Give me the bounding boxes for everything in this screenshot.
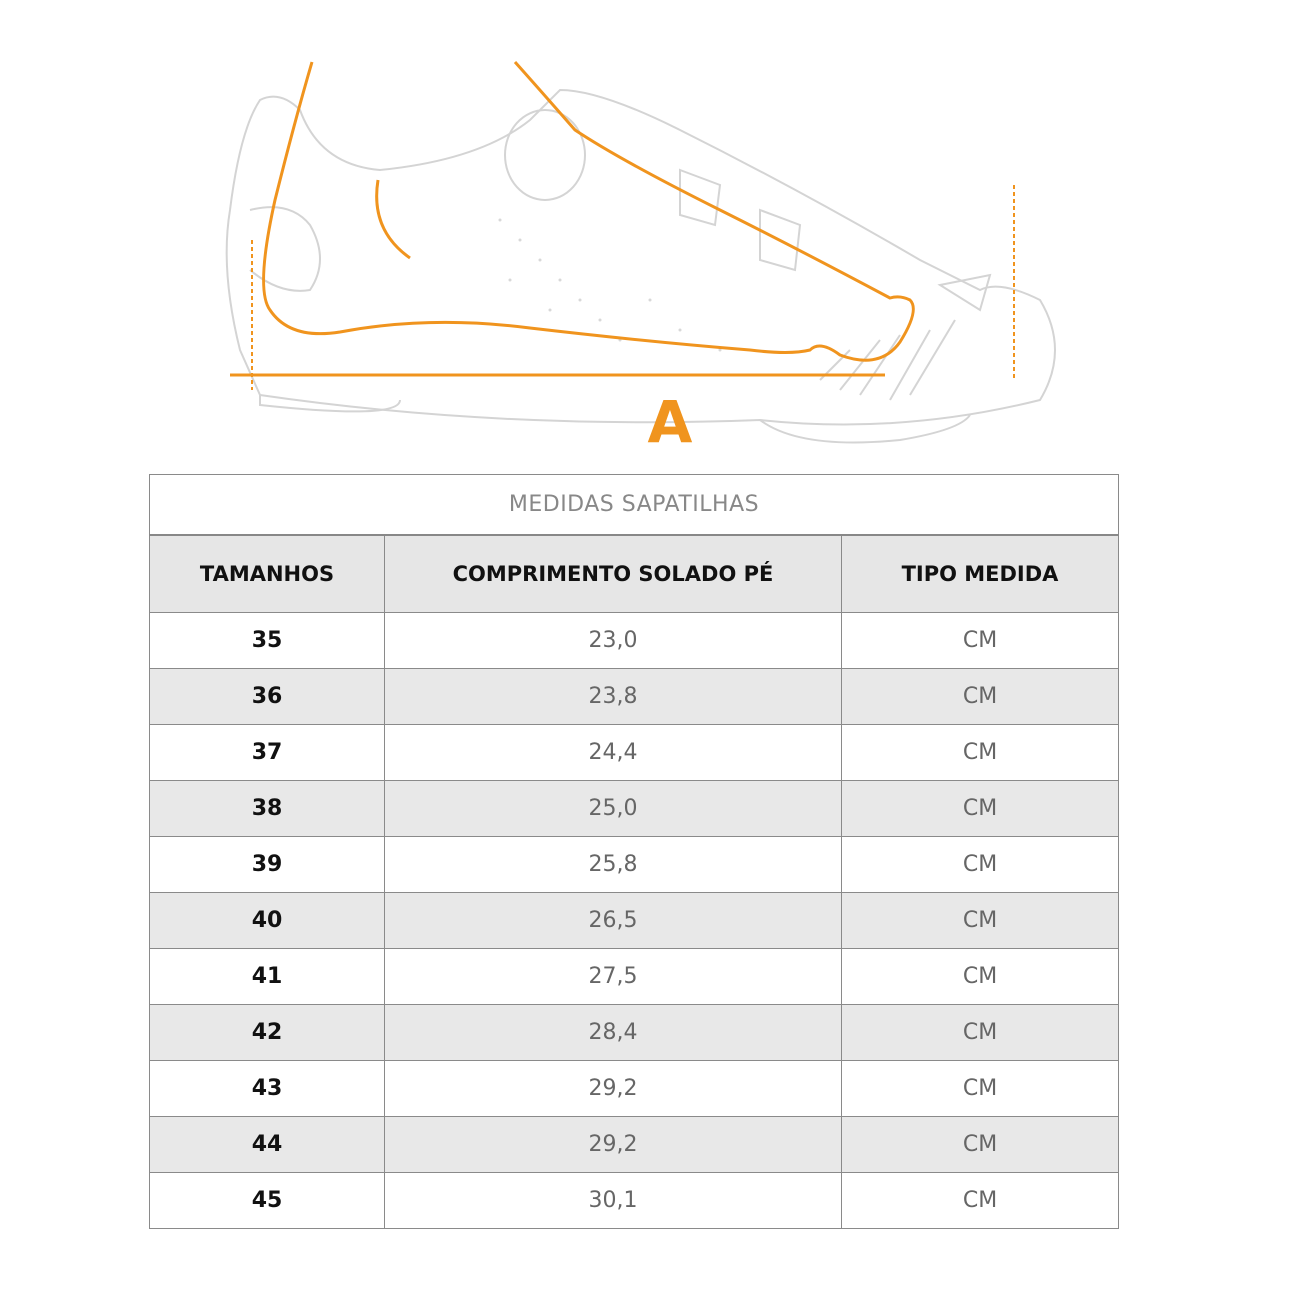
header-sole-length: COMPRIMENTO SOLADO PÉ — [384, 534, 842, 613]
size-cell: 42 — [149, 1004, 385, 1061]
table-row: 38 25,0 CM — [149, 780, 1119, 837]
unit-cell: CM — [841, 836, 1119, 893]
size-cell: 37 — [149, 724, 385, 781]
length-cell: 28,4 — [384, 1004, 842, 1061]
size-cell: 40 — [149, 892, 385, 949]
unit-cell: CM — [841, 780, 1119, 837]
table-title: MEDIDAS SAPATILHAS — [149, 474, 1119, 536]
unit-cell: CM — [841, 892, 1119, 949]
table-row: 40 26,5 CM — [149, 892, 1119, 949]
length-cell: 29,2 — [384, 1060, 842, 1117]
size-cell: 38 — [149, 780, 385, 837]
table-row: 44 29,2 CM — [149, 1116, 1119, 1173]
unit-cell: CM — [841, 1060, 1119, 1117]
header-sizes: TAMANHOS — [149, 534, 385, 613]
size-cell: 44 — [149, 1116, 385, 1173]
unit-cell: CM — [841, 612, 1119, 669]
length-cell: 25,8 — [384, 836, 842, 893]
measurement-label-a: A — [647, 388, 693, 456]
table-row: 37 24,4 CM — [149, 724, 1119, 781]
length-cell: 25,0 — [384, 780, 842, 837]
unit-cell: CM — [841, 1004, 1119, 1061]
length-cell: 24,4 — [384, 724, 842, 781]
length-cell: 26,5 — [384, 892, 842, 949]
unit-cell: CM — [841, 668, 1119, 725]
table-row: 36 23,8 CM — [149, 668, 1119, 725]
table-row: 43 29,2 CM — [149, 1060, 1119, 1117]
size-cell: 39 — [149, 836, 385, 893]
unit-cell: CM — [841, 948, 1119, 1005]
table-row: 42 28,4 CM — [149, 1004, 1119, 1061]
length-cell: 29,2 — [384, 1116, 842, 1173]
unit-cell: CM — [841, 1116, 1119, 1173]
table-row: 35 23,0 CM — [149, 612, 1119, 669]
shoe-measurement-illustration — [225, 61, 1056, 444]
length-cell: 23,0 — [384, 612, 842, 669]
table-row: 41 27,5 CM — [149, 948, 1119, 1005]
table-row: 39 25,8 CM — [149, 836, 1119, 893]
table-header-row: TAMANHOS COMPRIMENTO SOLADO PÉ TIPO MEDI… — [149, 534, 1119, 613]
length-cell: 30,1 — [384, 1172, 842, 1229]
size-chart-table: MEDIDAS SAPATILHAS TAMANHOS COMPRIMENTO … — [149, 474, 1119, 1229]
table-row: 45 30,1 CM — [149, 1172, 1119, 1229]
unit-cell: CM — [841, 1172, 1119, 1229]
length-cell: 27,5 — [384, 948, 842, 1005]
size-cell: 41 — [149, 948, 385, 1005]
size-cell: 43 — [149, 1060, 385, 1117]
unit-cell: CM — [841, 724, 1119, 781]
header-unit: TIPO MEDIDA — [841, 534, 1119, 613]
size-cell: 36 — [149, 668, 385, 725]
size-cell: 45 — [149, 1172, 385, 1229]
length-cell: 23,8 — [384, 668, 842, 725]
size-cell: 35 — [149, 612, 385, 669]
